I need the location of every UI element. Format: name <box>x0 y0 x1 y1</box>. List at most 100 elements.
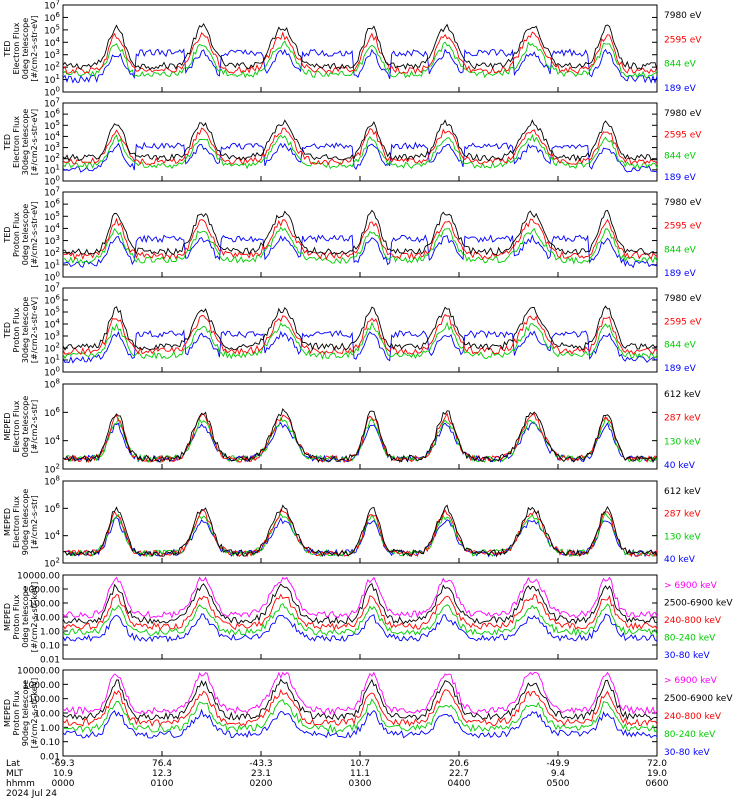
x-row-label: 2024 Jul 24 <box>6 789 57 799</box>
y-tick-label: 1000.00 <box>23 681 60 691</box>
y-axis-label: Proton Flux <box>12 307 21 352</box>
legend-entry: 844 eV <box>664 245 697 255</box>
series-287-kev <box>62 508 658 558</box>
y-tick-label: 105 <box>44 210 60 223</box>
series-287-kev <box>62 412 658 464</box>
y-tick-label: 105 <box>44 119 60 132</box>
series-612-kev <box>62 504 658 558</box>
x-tick-label-hhmm: 0200 <box>250 779 273 789</box>
x-tick-label-lat: 20.6 <box>449 759 469 769</box>
x-tick-label-lat: 10.7 <box>350 759 370 769</box>
series-80-240-kev <box>62 602 658 637</box>
legend-entry: 2500-6900 keV <box>664 694 733 704</box>
y-axis-label: TED <box>3 40 12 57</box>
legend-entry: 2595 eV <box>664 130 702 140</box>
x-tick-label-hhmm: 0300 <box>349 779 372 789</box>
panel-5: 102 104 106 108 MEPED Electron Flux 0deg teles… <box>3 378 701 476</box>
panel-frame <box>62 4 658 93</box>
x-tick-label-mlt: 11.1 <box>350 769 370 779</box>
x-tick-label-mlt: 9.4 <box>551 769 566 779</box>
y-axis-label: Electron Flux <box>12 496 21 548</box>
y-tick-label: 105 <box>44 23 60 36</box>
y-axis-label: Proton Flux <box>12 594 21 639</box>
legend-entry: > 6900 keV <box>664 581 718 591</box>
series-80-240-kev <box>62 698 658 733</box>
series-844-ev <box>62 226 658 265</box>
x-row-label: hhmm <box>6 779 35 789</box>
legend-entry: 7980 eV <box>664 109 702 119</box>
y-tick-label: 100 <box>44 271 60 284</box>
panel-8: 0.01 0.10 1.00 10.00 100.00 1000.00 10000.00 ME… <box>3 667 733 763</box>
y-tick-label: 1.00 <box>40 724 60 734</box>
y-axis-label: [#/cm2-s-str-eV] <box>30 201 39 267</box>
y-tick-label: 108 <box>44 475 60 488</box>
legend-entry: 189 eV <box>664 173 697 183</box>
y-tick-label: 101 <box>44 258 60 271</box>
y-tick-label: 101 <box>44 73 60 86</box>
y-tick-label: 102 <box>44 342 60 355</box>
x-tick-label-hhmm: 0500 <box>547 779 570 789</box>
panel-6: 102 104 106 108 MEPED Electron Flux 90deg tele… <box>3 475 701 570</box>
y-tick-label: 102 <box>44 246 60 259</box>
y-tick-label: 102 <box>44 152 60 165</box>
y-tick-label: 100.00 <box>29 600 61 610</box>
legend-entry: 2595 eV <box>664 35 702 45</box>
y-axis-label: [#/cm2-s-str-eV] <box>30 297 39 363</box>
x-tick-label-lat: 76.4 <box>152 759 172 769</box>
y-axis-label: Proton Flux <box>12 690 21 735</box>
series-844-ev <box>62 40 658 79</box>
legend-entry: 80-240 keV <box>664 634 716 644</box>
series--6900-kev <box>62 576 658 619</box>
legend-entry: 40 keV <box>664 555 696 565</box>
y-tick-label: 0.10 <box>40 738 60 748</box>
legend-entry: 287 keV <box>664 510 701 520</box>
legend-entry: 130 keV <box>664 437 701 447</box>
y-tick-label: 106 <box>44 406 60 419</box>
series-844-ev <box>62 321 658 360</box>
legend-entry: 189 eV <box>664 84 697 94</box>
series-2595-ev <box>62 127 658 166</box>
legend-entry: 2595 eV <box>664 317 702 327</box>
series-7980-ev <box>62 23 658 70</box>
legend-entry: 612 keV <box>664 487 701 497</box>
legend-entry: > 6900 keV <box>664 676 718 686</box>
x-tick-label-mlt: 10.9 <box>53 769 73 779</box>
series-189-ev <box>62 329 658 364</box>
y-tick-label: 10.00 <box>34 710 60 720</box>
y-tick-label: 0.01 <box>40 753 60 763</box>
y-tick-label: 106 <box>44 294 60 307</box>
legend-entry: 80-240 keV <box>664 730 716 740</box>
legend-entry: 844 eV <box>664 152 697 162</box>
y-tick-label: 104 <box>44 222 60 235</box>
y-tick-label: 107 <box>44 0 60 12</box>
y-axis-label: TED <box>3 226 12 243</box>
y-tick-label: 102 <box>44 61 60 74</box>
y-axis-label: 90deg telescope <box>21 680 30 747</box>
y-axis-label: [#/cm2-s-str] <box>30 400 39 453</box>
series-130-kev <box>62 416 658 464</box>
y-axis-label: Electron Flux <box>12 116 21 168</box>
y-tick-label: 107 <box>44 186 60 199</box>
x-tick-label-lat: 72.0 <box>647 759 667 769</box>
y-tick-label: 104 <box>44 529 60 542</box>
panel-7: 0.01 0.10 1.00 10.00 100.00 1000.00 10000.00 ME… <box>3 572 733 666</box>
y-tick-label: 102 <box>44 557 60 570</box>
y-tick-label: 100.00 <box>29 695 61 705</box>
series-844-ev <box>62 133 658 170</box>
legend-entry: 30-80 keV <box>664 748 710 758</box>
series-2595-ev <box>62 217 658 261</box>
legend-entry: 612 keV <box>664 390 701 400</box>
series-189-ev <box>62 234 658 269</box>
legend-entry: 189 eV <box>664 269 697 279</box>
y-tick-label: 104 <box>44 434 60 447</box>
y-tick-label: 100 <box>44 86 60 99</box>
legend-entry: 189 eV <box>664 364 697 374</box>
legend-entry: 130 keV <box>664 532 701 542</box>
series-7980-ev <box>62 305 658 351</box>
legend-entry: 40 keV <box>664 461 696 471</box>
series-7980-ev <box>62 119 658 162</box>
legend-entry: 2595 eV <box>664 222 702 232</box>
series-2595-ev <box>62 31 658 75</box>
